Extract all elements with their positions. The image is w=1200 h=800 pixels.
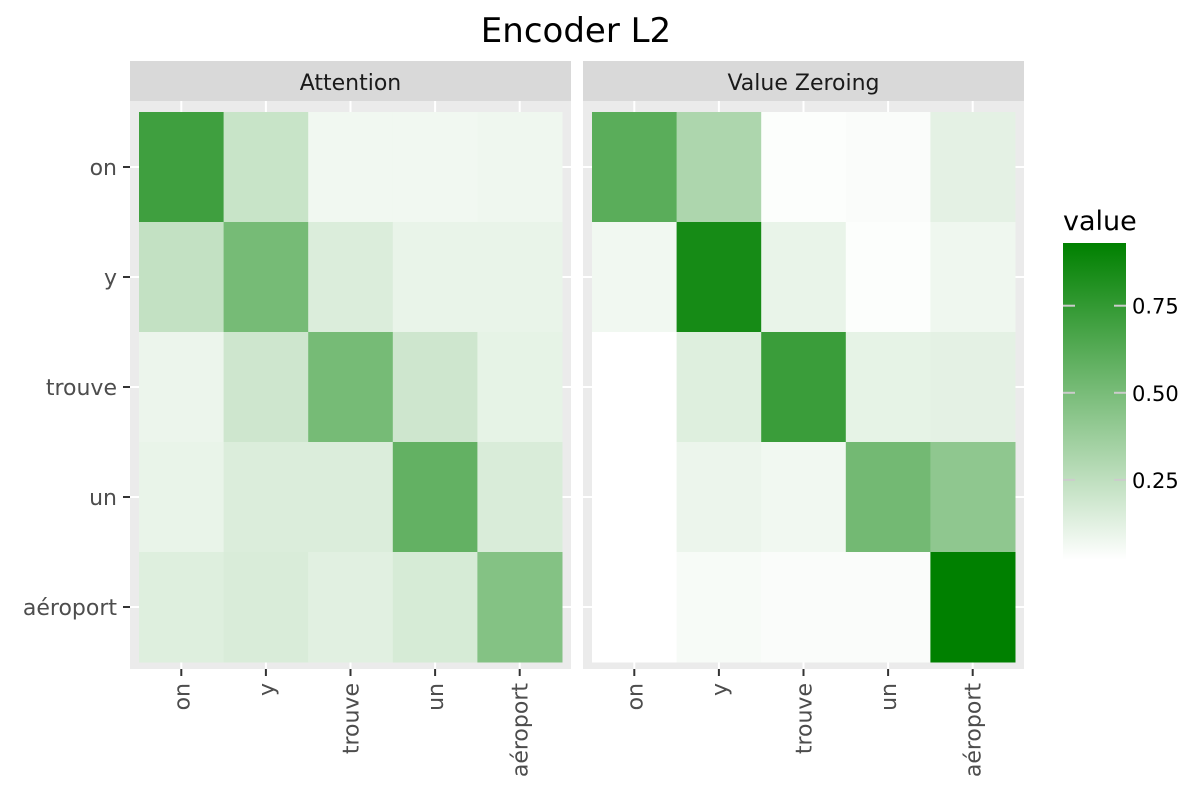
facet-strip-label: Value Zeroing bbox=[727, 71, 879, 96]
heat-cell bbox=[930, 222, 1016, 333]
heat-cell bbox=[477, 222, 563, 333]
x-tick-label: on bbox=[623, 683, 648, 710]
heat-cell bbox=[930, 112, 1016, 223]
heat-cell bbox=[845, 222, 931, 333]
heat-cell bbox=[223, 442, 309, 553]
heat-cell bbox=[223, 552, 309, 663]
heat-cell bbox=[223, 222, 309, 333]
heat-cell bbox=[392, 442, 478, 553]
legend-tick-label: 0.50 bbox=[1132, 382, 1179, 406]
heat-cell bbox=[676, 552, 762, 663]
heat-cell bbox=[761, 112, 847, 223]
y-tick-label: trouve bbox=[46, 376, 117, 401]
heat-cell bbox=[308, 552, 394, 663]
heat-cell bbox=[761, 552, 847, 663]
heat-cell bbox=[139, 112, 225, 223]
legend-title: value bbox=[1063, 206, 1137, 237]
heat-cell bbox=[477, 442, 563, 553]
facet-strip bbox=[583, 61, 1024, 101]
legend-tick-label: 0.25 bbox=[1132, 469, 1179, 493]
y-tick-label: un bbox=[89, 486, 117, 511]
heat-cell bbox=[592, 442, 678, 553]
heat-cell bbox=[392, 552, 478, 663]
heat-cell bbox=[845, 332, 931, 443]
color-legend: value 0.25 0.50 0.75 bbox=[1063, 206, 1179, 560]
heat-cell bbox=[592, 112, 678, 223]
heat-cell bbox=[845, 442, 931, 553]
y-tick-label: on bbox=[90, 156, 117, 181]
heat-cell bbox=[676, 332, 762, 443]
heat-cell bbox=[761, 332, 847, 443]
legend-colorbar bbox=[1063, 243, 1126, 560]
heat-cell bbox=[392, 332, 478, 443]
heat-cell bbox=[845, 552, 931, 663]
x-tick-label: trouve bbox=[793, 683, 818, 754]
heat-cell bbox=[676, 442, 762, 553]
heat-cell bbox=[139, 332, 225, 443]
heat-cell bbox=[477, 552, 563, 663]
heat-cell bbox=[139, 552, 225, 663]
x-tick-label: aéroport bbox=[962, 683, 987, 778]
panel-1: Value Zeroing on y trouve un aéroport bbox=[583, 61, 1024, 777]
heat-cell bbox=[761, 222, 847, 333]
heat-cell bbox=[308, 222, 394, 333]
heat-cell bbox=[477, 332, 563, 443]
heat-cell bbox=[477, 112, 563, 223]
heat-cell bbox=[592, 332, 678, 443]
heat-cell bbox=[930, 332, 1016, 443]
legend-tick-label: 0.75 bbox=[1132, 295, 1179, 319]
heat-cell bbox=[308, 112, 394, 223]
heat-cell bbox=[223, 112, 309, 223]
chart-title: Encoder L2 bbox=[481, 11, 671, 51]
heat-cell bbox=[223, 332, 309, 443]
heat-cell bbox=[592, 222, 678, 333]
y-tick-label: y bbox=[104, 266, 117, 291]
x-tick-label: un bbox=[424, 683, 449, 711]
heat-cell bbox=[392, 112, 478, 223]
y-tick-label: aéroport bbox=[23, 596, 118, 621]
x-tick-label: y bbox=[255, 683, 280, 696]
x-tick-label: y bbox=[708, 683, 733, 696]
heat-cell bbox=[676, 112, 762, 223]
facet-strip bbox=[130, 61, 571, 101]
x-tick-label: aéroport bbox=[509, 683, 534, 778]
heat-cell bbox=[761, 442, 847, 553]
heat-cell bbox=[308, 442, 394, 553]
panel-0: Attention on y trouve un aéroport bbox=[130, 61, 571, 777]
heat-cell bbox=[676, 222, 762, 333]
x-tick-label: on bbox=[170, 683, 195, 710]
heat-cell bbox=[139, 222, 225, 333]
heat-cell bbox=[592, 552, 678, 663]
x-tick-label: un bbox=[877, 683, 902, 711]
heat-cell bbox=[930, 442, 1016, 553]
heat-cell bbox=[930, 552, 1016, 663]
x-tick-label: trouve bbox=[340, 683, 365, 754]
heat-cell bbox=[308, 332, 394, 443]
heat-cells bbox=[592, 112, 1016, 663]
heat-cell bbox=[845, 112, 931, 223]
heat-cells bbox=[139, 112, 563, 663]
facet-strip-label: Attention bbox=[300, 71, 402, 96]
heat-cell bbox=[139, 442, 225, 553]
heat-cell bbox=[392, 222, 478, 333]
